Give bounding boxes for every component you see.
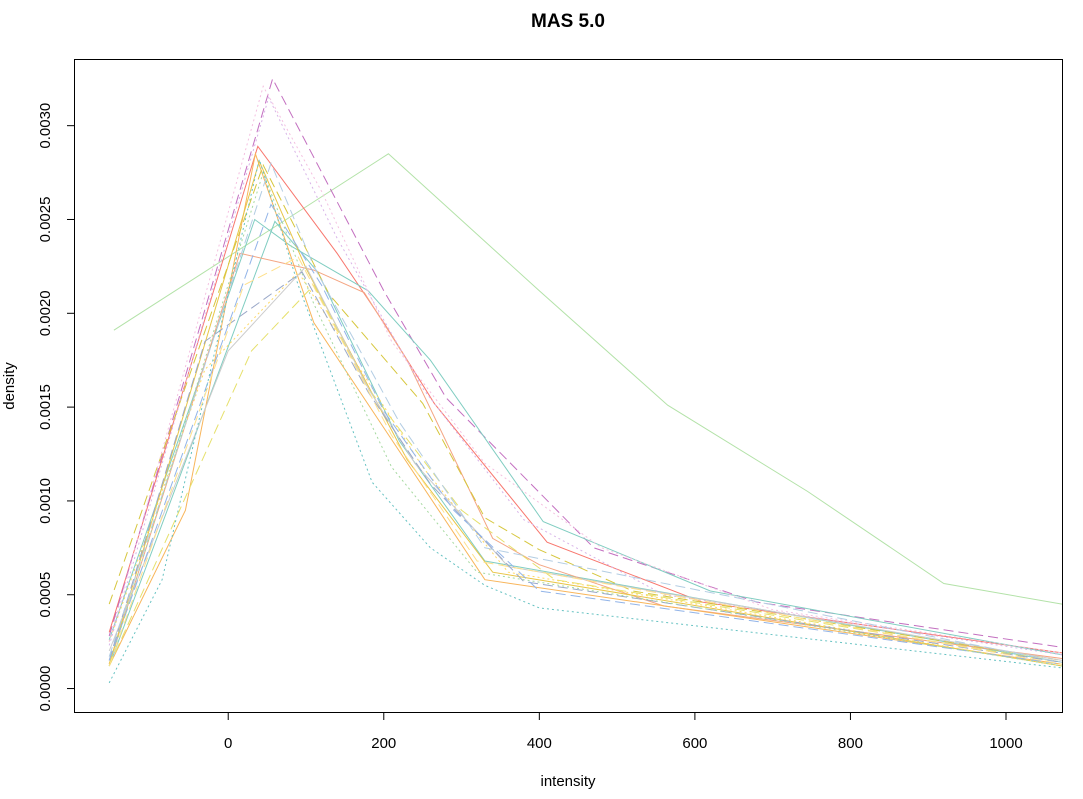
- x-axis-label: intensity: [540, 773, 596, 790]
- y-tick-label: 0.0030: [37, 103, 54, 149]
- x-tick-label: 800: [838, 735, 863, 752]
- series-line-16: [108, 203, 1063, 665]
- series-line-10: [108, 284, 1063, 667]
- series-line-12: [108, 84, 1063, 654]
- series-line-11: [108, 271, 1063, 667]
- series-line-17: [108, 161, 1063, 663]
- y-tick-label: 0.0025: [37, 197, 54, 243]
- series-line-7: [108, 151, 1063, 667]
- series-line-13: [108, 96, 1063, 656]
- series-line-8: [108, 159, 1063, 667]
- plot-frame: [74, 59, 1063, 713]
- y-tick-label: 0.0010: [37, 478, 54, 524]
- series-line-14: [108, 265, 1063, 661]
- series-line-6: [108, 252, 1063, 665]
- series-layer: [108, 77, 1063, 684]
- series-line-4: [108, 218, 1063, 656]
- series-line-19: [108, 157, 1063, 684]
- series-line-1: [113, 153, 1063, 605]
- x-tick-label: 1000: [989, 735, 1022, 752]
- series-line-15: [108, 271, 1063, 663]
- x-tick-label: 200: [371, 735, 396, 752]
- x-tick-label: 600: [682, 735, 707, 752]
- y-axis: 0.0000 0.0005 0.0010 0.0015 0.0020 0.0025 0.00…: [37, 103, 75, 712]
- series-line-18: [108, 171, 1063, 667]
- y-tick-label: 0.0015: [37, 384, 54, 430]
- x-tick-label: 400: [527, 735, 552, 752]
- y-tick-label: 0.0020: [37, 290, 54, 336]
- series-line-20: [108, 256, 1063, 667]
- x-tick-label: 0: [224, 735, 232, 752]
- x-axis: 0 200 400 600 800 1000: [224, 712, 1023, 752]
- series-line-9: [108, 163, 1063, 661]
- y-tick-label: 0.0000: [37, 666, 54, 712]
- series-line-5: [108, 220, 1063, 667]
- y-tick-label: 0.0005: [37, 572, 54, 618]
- y-axis-label: density: [1, 362, 18, 410]
- chart-title: MAS 5.0: [531, 11, 605, 32]
